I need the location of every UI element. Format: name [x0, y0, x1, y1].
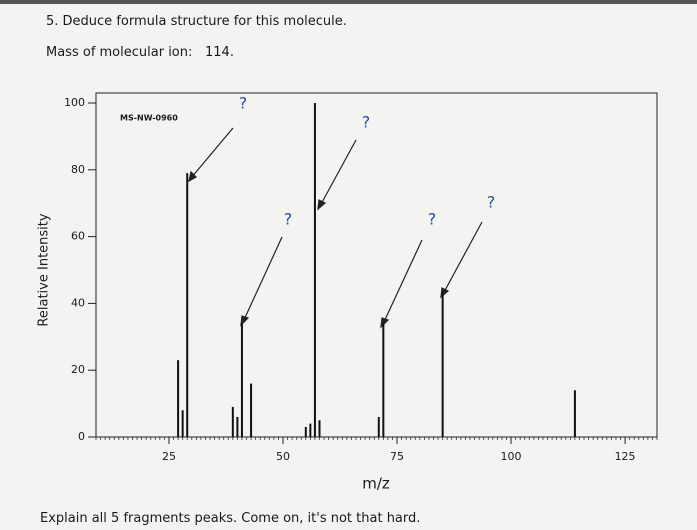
y-tick-label: 0: [78, 430, 85, 443]
question-mark: ?: [239, 94, 248, 113]
peak: [186, 173, 189, 437]
peak: [377, 416, 380, 437]
peak: [181, 410, 184, 437]
question-mark: ?: [487, 193, 496, 212]
peak: [382, 323, 385, 437]
peak: [318, 420, 321, 437]
y-tick-label: 20: [71, 363, 85, 376]
peak: [177, 360, 180, 437]
y-tick-label: 100: [64, 96, 85, 109]
top-edge: [0, 0, 697, 4]
footer: Explain all 5 fragments peaks. Come on, …: [40, 511, 421, 526]
peak: [240, 323, 243, 437]
question-mark: ?: [284, 210, 293, 229]
mass-label: Mass of molecular ion:: [46, 45, 193, 60]
x-axis-label: m/z: [362, 475, 390, 493]
y-tick-label: 80: [71, 163, 85, 176]
arrows: [188, 127, 483, 329]
peak: [231, 406, 234, 437]
peak: [573, 390, 576, 437]
x-tick-label: 25: [162, 450, 176, 463]
mass-value: 114.: [205, 45, 234, 60]
peak: [309, 423, 312, 437]
x-tick-label: 125: [615, 450, 636, 463]
x-tick-label: 100: [501, 450, 522, 463]
y-tick-label: 40: [71, 296, 85, 309]
question: 5. Deduce formula structure for this mol…: [46, 14, 347, 29]
inner-label: MS-NW-0960: [120, 114, 178, 123]
x-tick-label: 75: [390, 450, 404, 463]
x-tick-label: 50: [276, 450, 290, 463]
chart: MS-NW-0960 m/z Relative Intensity 25 50 75…: [37, 92, 658, 493]
peak: [304, 426, 307, 437]
y-tick-label: 60: [71, 230, 85, 243]
plot-frame: [95, 92, 658, 438]
peak: [441, 293, 444, 437]
peak: [250, 383, 253, 437]
question-mark: ?: [362, 113, 371, 132]
peak: [236, 416, 239, 437]
peak: [313, 103, 316, 438]
question-mark: ?: [428, 210, 437, 229]
y-axis-label: Relative Intensity: [37, 213, 52, 326]
